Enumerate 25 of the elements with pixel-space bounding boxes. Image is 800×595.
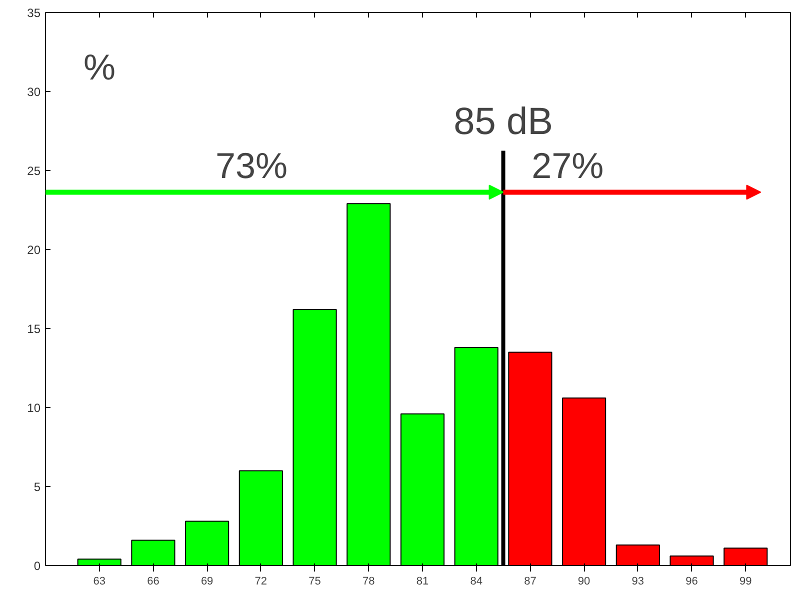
x-tick-label: 75	[308, 576, 321, 588]
x-tick-label: 78	[362, 576, 375, 588]
y-tick-label: 30	[27, 85, 41, 99]
y-tick-label: 5	[34, 480, 41, 494]
x-tick-label: 72	[254, 576, 268, 588]
ref-line-label: 85 dB	[454, 100, 553, 143]
x-tick-label: 63	[93, 576, 106, 588]
y-tick-label: 15	[27, 322, 41, 336]
x-tick-label: 99	[740, 576, 752, 588]
x-tick-label: 93	[632, 576, 644, 588]
annotation: 73%	[215, 145, 288, 186]
y-tick-label: 35	[27, 6, 41, 20]
y-axis-title: %	[84, 46, 116, 88]
x-tick-label: 90	[578, 576, 590, 588]
y-tick-label: 0	[34, 559, 41, 573]
x-tick-label: 81	[416, 576, 429, 588]
x-tick-label: 87	[524, 576, 536, 588]
x-tick-label: 66	[147, 576, 160, 588]
x-tick-label: 84	[470, 576, 482, 588]
y-tick-label: 25	[27, 164, 41, 178]
x-tick-label: 96	[686, 576, 698, 588]
y-tick-label: 20	[27, 243, 41, 257]
x-tick-label: 69	[200, 576, 214, 588]
y-tick-label: 10	[27, 401, 41, 415]
annotation: 27%	[532, 145, 604, 186]
